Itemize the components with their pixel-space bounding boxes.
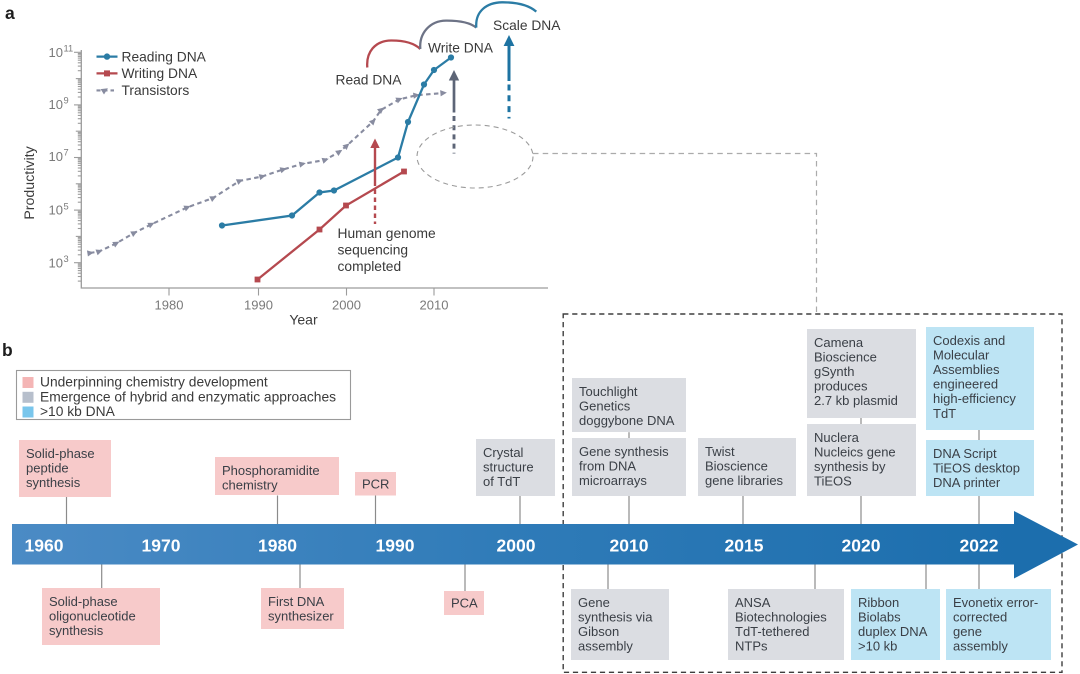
svg-text:Emergence of hybrid and enzyma: Emergence of hybrid and enzymatic approa… (40, 389, 336, 404)
svg-text:1980: 1980 (155, 298, 184, 313)
svg-text:TiEOS desktop: TiEOS desktop (933, 460, 1020, 475)
svg-text:doggybone DNA: doggybone DNA (579, 413, 675, 428)
svg-text:3: 3 (64, 254, 69, 264)
svg-text:10: 10 (49, 149, 63, 164)
svg-text:>10 kb DNA: >10 kb DNA (40, 404, 116, 419)
svg-text:microarrays: microarrays (579, 473, 647, 488)
svg-text:Gene: Gene (578, 595, 610, 610)
svg-text:Evonetix error-: Evonetix error- (953, 595, 1038, 610)
svg-text:Biotechnologies: Biotechnologies (735, 609, 827, 624)
svg-text:Underpinning chemistry develop: Underpinning chemistry development (40, 375, 268, 390)
svg-text:10: 10 (49, 203, 63, 218)
svg-text:gene: gene (953, 624, 982, 639)
svg-text:>10 kb: >10 kb (858, 639, 897, 654)
svg-text:Nucleics gene: Nucleics gene (814, 444, 896, 459)
svg-text:2.7 kb plasmid: 2.7 kb plasmid (814, 393, 898, 408)
svg-text:high-efficiency: high-efficiency (933, 391, 1016, 406)
svg-text:synthesis by: synthesis by (814, 459, 886, 474)
svg-text:Molecular: Molecular (933, 347, 990, 362)
svg-text:assembly: assembly (578, 639, 633, 654)
svg-text:Genetics: Genetics (579, 398, 631, 413)
svg-text:First DNA: First DNA (268, 594, 325, 609)
svg-text:sequencing: sequencing (338, 243, 409, 258)
svg-text:Gene synthesis: Gene synthesis (579, 444, 669, 459)
svg-text:NTPs: NTPs (735, 639, 768, 654)
svg-text:2000: 2000 (332, 298, 361, 313)
svg-text:9: 9 (64, 96, 69, 106)
svg-text:1990: 1990 (376, 536, 415, 556)
svg-text:Read DNA: Read DNA (336, 73, 403, 88)
svg-text:TiEOS: TiEOS (814, 474, 852, 489)
svg-text:Nuclera: Nuclera (814, 430, 860, 445)
svg-text:2022: 2022 (960, 536, 999, 556)
svg-text:ANSA: ANSA (735, 595, 771, 610)
svg-text:Transistors: Transistors (122, 83, 190, 98)
svg-text:assembly: assembly (953, 639, 1008, 654)
svg-text:5: 5 (64, 201, 69, 211)
svg-text:gene libraries: gene libraries (705, 473, 784, 488)
svg-text:Crystal: Crystal (483, 445, 524, 460)
svg-text:Camena: Camena (814, 335, 864, 350)
svg-text:Bioscience: Bioscience (705, 458, 768, 473)
svg-text:Productivity: Productivity (22, 145, 38, 219)
svg-text:from DNA: from DNA (579, 458, 636, 473)
svg-text:Biolabs: Biolabs (858, 609, 901, 624)
svg-text:Phosphoramidite: Phosphoramidite (222, 463, 320, 478)
svg-text:gSynth: gSynth (814, 364, 854, 379)
svg-text:produces: produces (814, 379, 868, 394)
svg-text:Solid-phase: Solid-phase (49, 594, 118, 609)
svg-text:2010: 2010 (610, 536, 649, 556)
svg-text:structure: structure (483, 459, 534, 474)
svg-text:synthesizer: synthesizer (268, 608, 334, 623)
svg-text:peptide: peptide (26, 460, 69, 475)
svg-text:PCA: PCA (451, 596, 478, 611)
svg-text:Solid-phase: Solid-phase (26, 446, 95, 461)
svg-text:1990: 1990 (244, 298, 273, 313)
svg-text:TdT: TdT (933, 406, 956, 421)
svg-text:Scale DNA: Scale DNA (493, 18, 561, 33)
svg-text:10: 10 (49, 45, 63, 60)
svg-text:a: a (5, 3, 15, 23)
svg-text:Write DNA: Write DNA (428, 41, 494, 56)
svg-text:Ribbon: Ribbon (858, 595, 899, 610)
svg-text:Touchlight: Touchlight (579, 384, 638, 399)
svg-text:Gibson: Gibson (578, 624, 619, 639)
svg-text:Twist: Twist (705, 444, 735, 459)
svg-text:b: b (2, 340, 13, 360)
svg-text:2020: 2020 (842, 536, 881, 556)
svg-text:Year: Year (289, 312, 318, 328)
svg-text:Reading DNA: Reading DNA (122, 49, 207, 64)
svg-text:1960: 1960 (25, 536, 64, 556)
svg-text:1970: 1970 (142, 536, 181, 556)
svg-text:of TdT: of TdT (483, 474, 520, 489)
svg-text:1980: 1980 (258, 536, 297, 556)
svg-text:synthesis: synthesis (49, 623, 104, 638)
svg-text:chemistry: chemistry (222, 477, 278, 492)
svg-text:oligonucleotide: oligonucleotide (49, 608, 136, 623)
svg-text:DNA printer: DNA printer (933, 475, 1001, 490)
svg-text:11: 11 (64, 44, 74, 54)
svg-text:Codexis and: Codexis and (933, 333, 1005, 348)
svg-text:Assemblies: Assemblies (933, 362, 1000, 377)
svg-text:completed: completed (338, 259, 402, 274)
svg-text:7: 7 (64, 148, 69, 158)
svg-text:Bioscience: Bioscience (814, 349, 877, 364)
svg-text:2010: 2010 (420, 298, 449, 313)
svg-text:TdT-tethered: TdT-tethered (735, 624, 809, 639)
svg-text:Human genome: Human genome (338, 226, 436, 241)
svg-text:Writing DNA: Writing DNA (122, 66, 198, 81)
svg-text:PCR: PCR (362, 477, 389, 492)
svg-text:engineered: engineered (933, 377, 998, 392)
svg-text:duplex DNA: duplex DNA (858, 624, 928, 639)
svg-text:corrected: corrected (953, 609, 1007, 624)
svg-text:10: 10 (49, 97, 63, 112)
svg-text:10: 10 (49, 255, 63, 270)
svg-text:2000: 2000 (497, 536, 536, 556)
svg-text:2015: 2015 (725, 536, 764, 556)
svg-text:synthesis via: synthesis via (578, 609, 653, 624)
svg-text:synthesis: synthesis (26, 475, 81, 490)
svg-text:DNA Script: DNA Script (933, 446, 997, 461)
